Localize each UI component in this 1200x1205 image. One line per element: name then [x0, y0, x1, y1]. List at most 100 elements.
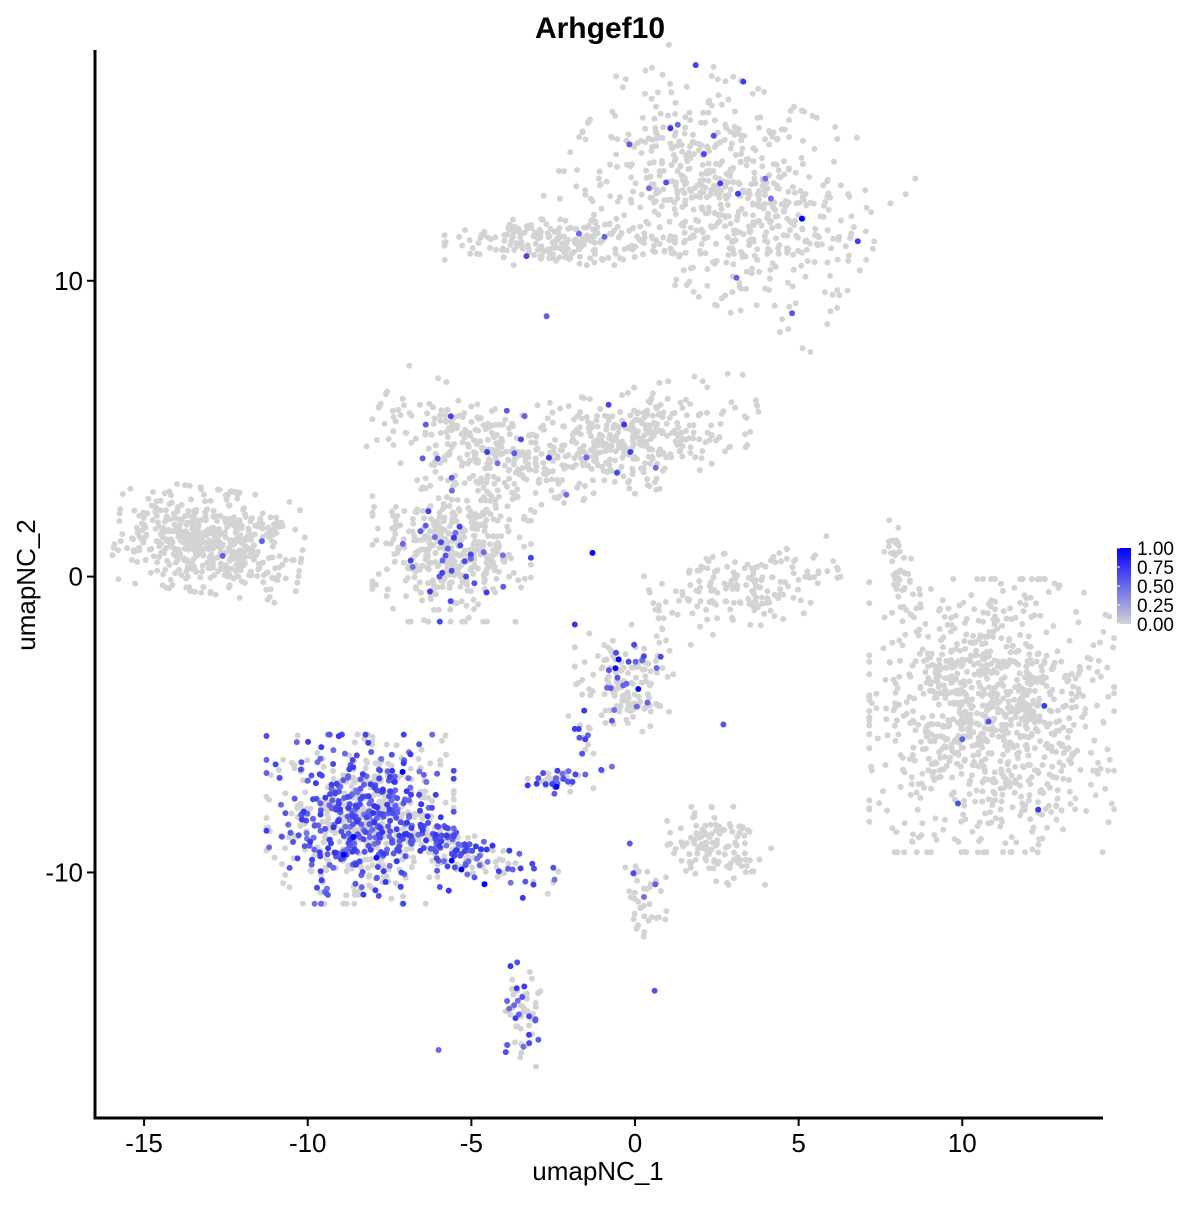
cell-point [834, 304, 841, 311]
cell-point [658, 203, 665, 210]
cell-point [696, 436, 703, 443]
cell-point [665, 112, 671, 119]
cell-point [166, 516, 173, 523]
cell-point [771, 613, 778, 619]
cell-point [994, 691, 1001, 698]
cell-point [912, 727, 919, 734]
cell-point [721, 550, 728, 557]
cell-point [245, 525, 252, 532]
cell-point [1073, 703, 1079, 710]
cell-point [414, 548, 421, 555]
cell-point [766, 599, 773, 606]
cell-point [772, 213, 779, 220]
cell-point [647, 173, 654, 180]
cell-point [727, 606, 734, 613]
cell-point [693, 217, 700, 223]
cell-point [940, 682, 947, 689]
cell-point [690, 435, 697, 442]
cell-point [369, 578, 376, 585]
cell-point [600, 442, 607, 449]
cell-point [248, 536, 254, 543]
cell-point [266, 555, 272, 561]
cell-point [1034, 849, 1041, 856]
cell-point [582, 771, 589, 778]
cell-point [687, 224, 694, 231]
cell-point [597, 449, 604, 456]
cell-point [682, 197, 689, 204]
cell-point [199, 562, 206, 569]
cell-point [750, 200, 756, 207]
cell-point [263, 793, 270, 800]
cell-point [744, 561, 751, 568]
cell-point [445, 530, 452, 537]
cell-point [981, 776, 988, 782]
cell-point [603, 676, 610, 683]
cell-point [597, 406, 604, 412]
cell-point [665, 378, 672, 385]
cell-point [660, 234, 667, 241]
cell-point [493, 455, 499, 462]
cell-point [433, 855, 440, 862]
cell-point [824, 227, 831, 234]
cell-point [408, 439, 415, 446]
cell-point [618, 229, 625, 236]
cell-point [591, 442, 598, 449]
cell-point [428, 431, 435, 438]
cell-point [866, 797, 873, 804]
cell-point [787, 107, 794, 114]
cell-point [523, 253, 530, 260]
cell-point [962, 816, 969, 823]
cell-point [660, 409, 667, 416]
cell-point [353, 891, 360, 898]
cell-point [635, 693, 642, 700]
cell-point [668, 246, 675, 253]
cell-point [273, 519, 280, 526]
cell-point [200, 552, 207, 559]
cell-point [931, 695, 938, 701]
cell-point [734, 213, 741, 220]
cell-point [466, 430, 473, 436]
cell-point [482, 868, 489, 875]
cell-point [351, 900, 358, 907]
cell-point [682, 436, 689, 443]
cell-point [422, 900, 429, 907]
cell-point [698, 142, 705, 149]
cell-point [431, 462, 438, 469]
cell-point [583, 262, 590, 269]
cell-point [656, 224, 663, 230]
cell-point [681, 130, 688, 137]
cell-point [1020, 608, 1027, 615]
cell-point [692, 62, 699, 69]
cell-point [648, 64, 655, 71]
cell-point [115, 576, 122, 583]
cell-point [514, 1023, 521, 1030]
cell-point [653, 103, 659, 110]
cell-point [631, 910, 638, 917]
cell-point [933, 678, 940, 685]
cell-point [280, 880, 287, 887]
cell-point [780, 591, 787, 598]
cell-point [895, 524, 902, 531]
cell-point [934, 670, 941, 677]
cell-point [986, 684, 992, 691]
cell-point [532, 240, 539, 247]
cell-point [543, 313, 550, 320]
cell-point [961, 620, 968, 627]
cell-point [302, 789, 309, 796]
cell-point [1036, 695, 1043, 702]
cell-point [866, 652, 873, 659]
cell-point [153, 512, 160, 519]
cell-point [532, 439, 539, 446]
cell-point [163, 584, 170, 591]
cell-point [191, 507, 198, 514]
cell-point [598, 766, 605, 773]
cell-point [1019, 621, 1026, 627]
cell-point [625, 389, 631, 396]
cell-point [916, 650, 923, 657]
cell-point [527, 561, 534, 568]
cell-point [532, 460, 539, 467]
cell-point [723, 195, 730, 202]
cell-point [441, 239, 448, 246]
cell-point [473, 541, 480, 548]
cell-point [714, 589, 721, 596]
